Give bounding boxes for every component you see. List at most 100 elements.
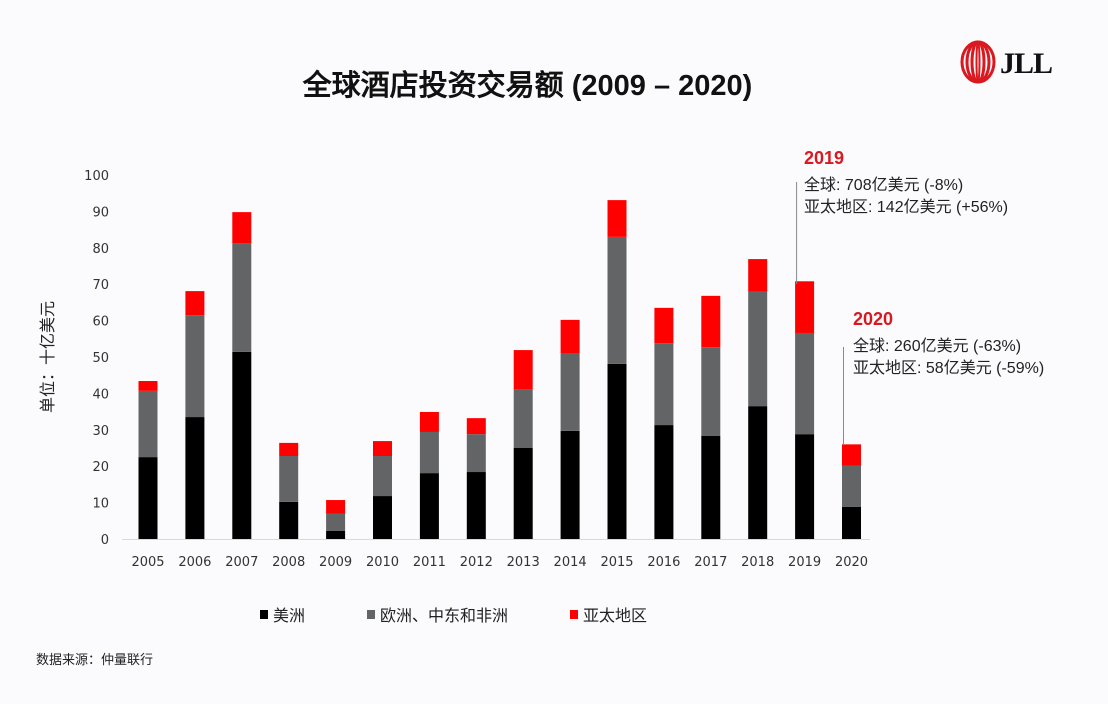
bar-segment-americas <box>326 530 346 539</box>
bar-stack-2013 <box>513 350 533 539</box>
bar-segment-apac <box>795 281 815 333</box>
bar-stack-2020 <box>842 444 861 539</box>
legend-swatch-icon <box>260 609 268 619</box>
bar-segment-americas <box>513 448 533 539</box>
annotation-year: 2019 <box>804 148 845 168</box>
x-tick-label: 2018 <box>741 555 774 570</box>
annotation-year: 2020 <box>853 309 894 329</box>
y-tick-label: 60 <box>92 315 109 330</box>
bar-segment-emea <box>419 431 439 474</box>
x-tick-label: 2010 <box>366 555 399 570</box>
legend-item-americas: 美洲 <box>260 602 305 626</box>
bar-segment-emea <box>279 456 299 502</box>
bar-segment-americas <box>607 363 627 539</box>
bar-segment-americas <box>560 430 580 539</box>
bar-segment-apac <box>326 500 346 514</box>
bar-segment-apac <box>466 418 486 435</box>
bar-stack-2006 <box>185 291 205 539</box>
x-tick-label: 2011 <box>413 555 446 570</box>
x-tick-label: 2012 <box>460 555 493 570</box>
bar-stack-2012 <box>466 418 486 539</box>
bar-segment-americas <box>138 457 158 539</box>
bar-segment-americas <box>232 351 252 539</box>
y-tick-label: 0 <box>101 533 109 548</box>
y-tick-label: 10 <box>92 497 109 512</box>
bar-stack-2009 <box>326 500 346 539</box>
bar-segment-americas <box>795 434 815 539</box>
y-tick-label: 100 <box>84 169 109 184</box>
bar-segment-americas <box>419 473 439 539</box>
bar-segment-emea <box>701 347 721 436</box>
bar-segment-apac <box>513 350 533 390</box>
annotation-2019: 2019 全球: 708亿美元 (-8%) 亚太地区: 142亿美元 (+56%… <box>804 148 1008 219</box>
bar-segment-emea <box>373 456 392 497</box>
y-tick-label: 80 <box>92 242 109 257</box>
legend-swatch-icon <box>367 609 376 619</box>
bar-segment-americas <box>748 406 768 539</box>
bar-segment-emea <box>466 434 486 473</box>
bar-stack-2011 <box>419 411 439 539</box>
legend-item-apac: 亚太地区 <box>570 602 647 626</box>
x-tick-label: 2017 <box>694 555 727 570</box>
y-tick-label: 40 <box>92 387 109 402</box>
bar-segment-apac <box>748 259 768 292</box>
bar-segment-americas <box>279 501 299 539</box>
bar-segment-emea <box>607 236 627 364</box>
bar-segment-apac <box>701 295 721 348</box>
y-tick-label: 90 <box>92 205 109 220</box>
bar-segment-americas <box>466 472 486 539</box>
x-tick-label: 2019 <box>788 555 821 570</box>
bar-stack-2007 <box>232 212 252 539</box>
bar-segment-emea <box>842 465 861 507</box>
bar-stack-2016 <box>654 307 674 539</box>
bar-segment-americas <box>654 425 674 539</box>
jll-logo: JLL <box>960 40 1053 88</box>
bar-stack-2010 <box>373 441 392 539</box>
bar-stack-2005 <box>138 381 158 539</box>
bar-segment-emea <box>654 343 674 426</box>
legend-swatch-icon <box>570 609 579 619</box>
bar-stack-2015 <box>607 200 627 539</box>
bar-segment-emea <box>232 243 252 352</box>
bar-stack-2014 <box>560 319 580 539</box>
chart-title: 全球酒店投资交易额 (2009 – 2020) <box>302 70 753 102</box>
bar-stack-2019 <box>795 281 815 539</box>
bar-segment-apac <box>607 200 627 237</box>
annotation-line-global: 全球: 708亿美元 (-8%) <box>804 177 964 194</box>
bar-segment-apac <box>560 319 580 353</box>
bar-segment-emea <box>795 332 815 435</box>
x-tick-label: 2005 <box>131 555 164 570</box>
bar-segment-emea <box>185 315 205 418</box>
y-tick-label: 50 <box>92 351 109 366</box>
bar-segment-apac <box>842 444 861 466</box>
legend: 美洲 欧洲、中东和非洲 亚太地区 <box>260 602 709 626</box>
x-tick-label: 2006 <box>178 555 211 570</box>
bar-segment-apac <box>373 441 392 457</box>
x-tick-label: 2013 <box>507 555 540 570</box>
y-tick-label: 30 <box>92 424 109 439</box>
data-source: 数据来源：仲量联行 <box>36 653 154 668</box>
bar-segment-apac <box>419 411 439 432</box>
x-tick-label: 2015 <box>600 555 633 570</box>
annotation-line-global: 全球: 260亿美元 (-63%) <box>853 338 1022 355</box>
x-tick-label: 2009 <box>319 555 352 570</box>
bar-segment-emea <box>748 291 768 407</box>
bar-segment-americas <box>185 417 205 539</box>
jll-helix-logo-icon <box>960 40 996 88</box>
legend-label: 美洲 <box>273 606 306 625</box>
bar-segment-apac <box>654 307 674 344</box>
bar-segment-emea <box>560 352 580 431</box>
bar-stack-2017 <box>701 295 721 539</box>
bar-segment-emea <box>513 389 533 448</box>
legend-label: 欧洲、中东和非洲 <box>380 606 509 625</box>
legend-item-emea: 欧洲、中东和非洲 <box>367 602 508 626</box>
bar-segment-apac <box>185 291 205 316</box>
bar-stack-2008 <box>279 442 299 539</box>
logo-text: JLL <box>1000 47 1053 80</box>
y-tick-label: 70 <box>92 278 109 293</box>
x-tick-label: 2020 <box>835 555 868 570</box>
legend-label: 亚太地区 <box>583 606 648 625</box>
x-tick-label: 2014 <box>554 555 587 570</box>
y-tick-label: 20 <box>92 460 109 475</box>
